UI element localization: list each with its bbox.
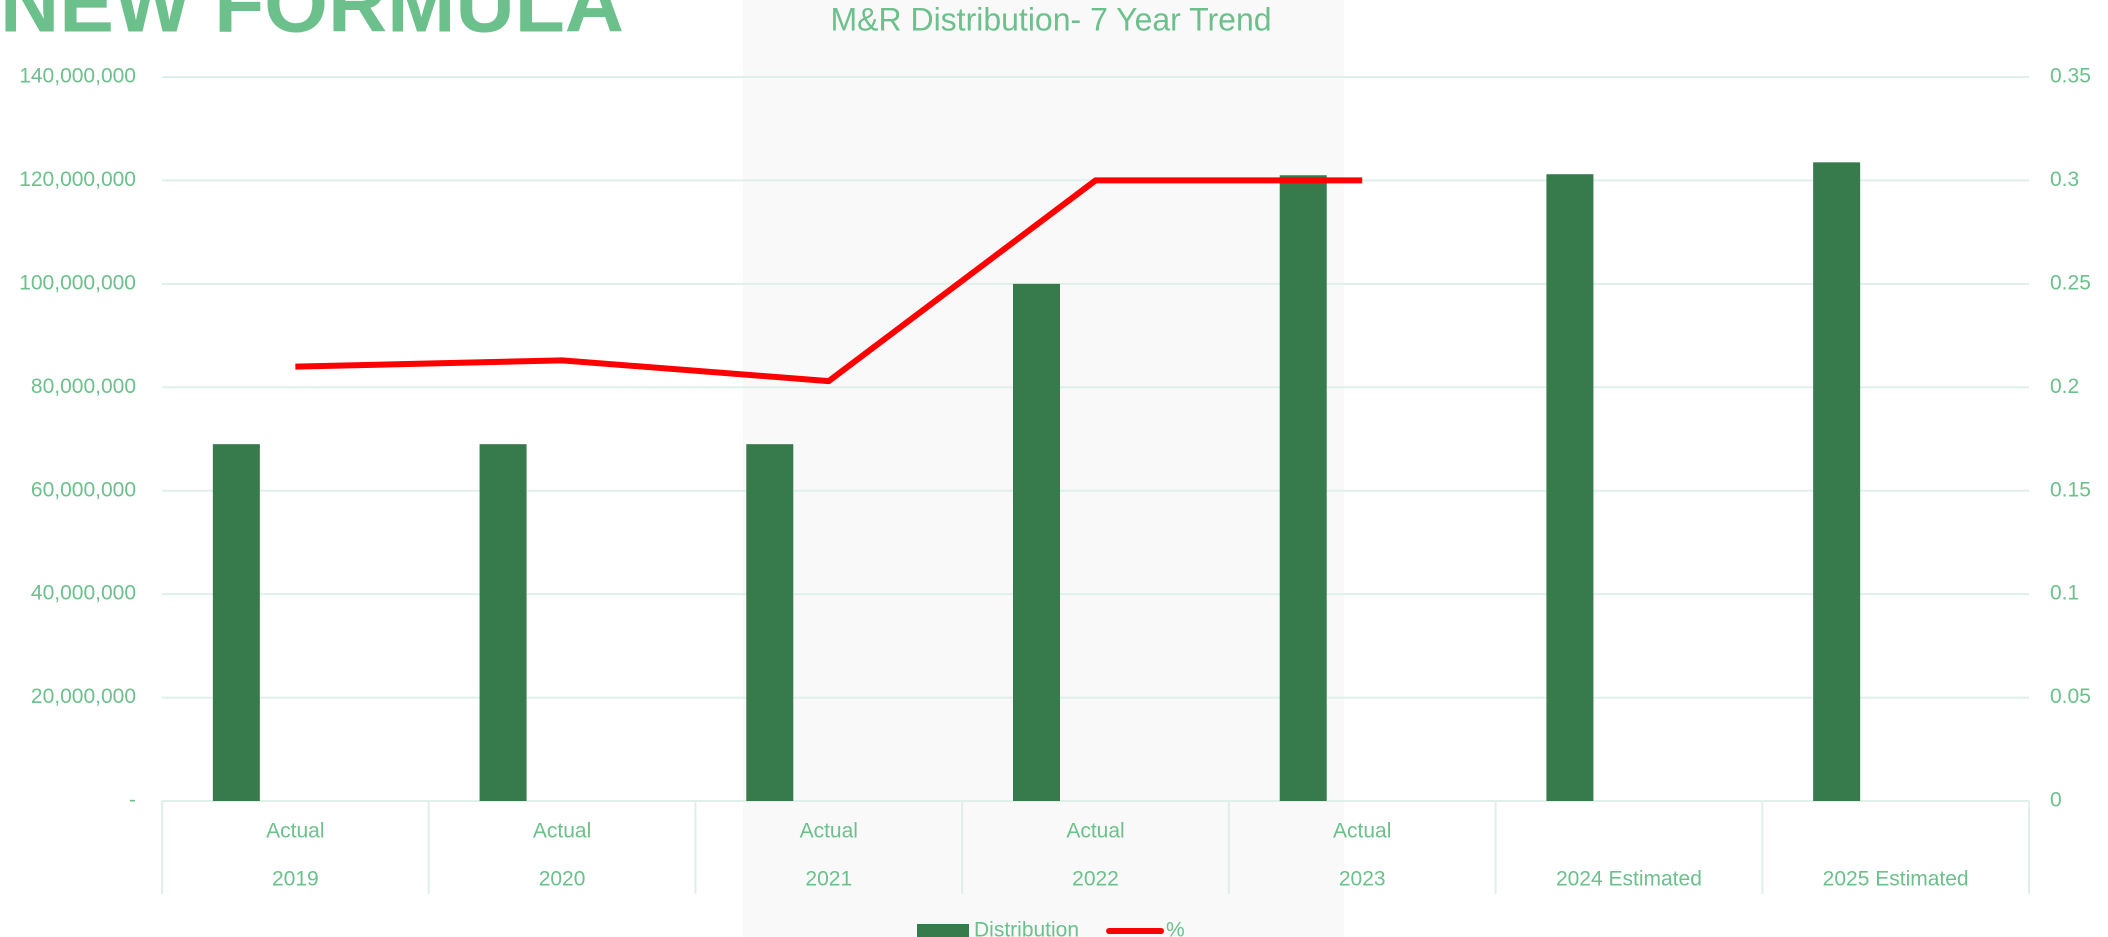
x-tick-label: 2024 Estimated [1556,868,1702,891]
bar [1279,175,1327,801]
x-tick-label: 2020 [539,868,586,891]
y2-tick-label: 0.1 [2050,582,2079,605]
y-tick-label: 120,000,000 [19,168,136,191]
chart-title: M&R Distribution- 7 Year Trend [830,1,1271,37]
x-tick-label: 2019 [272,868,319,891]
y-tick-label: 100,000,000 [19,271,136,294]
bar [1813,162,1861,802]
y2-tick-label: 0.3 [2050,168,2079,191]
x-tick-label: 2021 [805,868,852,891]
x-group-label: Actual [266,820,324,843]
y2-tick-label: 0.35 [2050,65,2091,88]
x-group-label: Actual [800,820,858,843]
y-tick-label: 80,000,000 [31,375,136,398]
y-tick-label: 40,000,000 [31,582,136,605]
y2-tick-label: 0.25 [2050,271,2091,294]
bar [212,444,260,801]
legend-label: % [1166,919,1185,937]
bar [479,444,527,801]
bar [746,444,794,801]
x-tick-label: 2022 [1072,868,1119,891]
y-tick-label: - [129,789,136,812]
x-group-label: Actual [533,820,591,843]
x-tick-label: 2023 [1339,868,1386,891]
x-group-label: Actual [1333,820,1391,843]
y2-tick-label: 0.2 [2050,375,2079,398]
y-tick-label: 20,000,000 [31,685,136,708]
line-series [295,177,1363,385]
y2-tick-label: 0.05 [2050,685,2091,708]
x-tick-label: 2025 Estimated [1823,868,1969,891]
header-text: NEW FORMULA [0,0,624,50]
y-tick-label: 60,000,000 [31,478,136,501]
legend-label: Distribution [974,919,1079,937]
x-group-label: Actual [1066,820,1124,843]
bar [1013,283,1060,801]
y2-tick-label: 0.15 [2050,478,2091,501]
legend-swatch [917,924,969,937]
bar [1546,174,1594,802]
y-tick-label: 140,000,000 [19,65,136,88]
y2-tick-label: 0 [2050,789,2062,812]
